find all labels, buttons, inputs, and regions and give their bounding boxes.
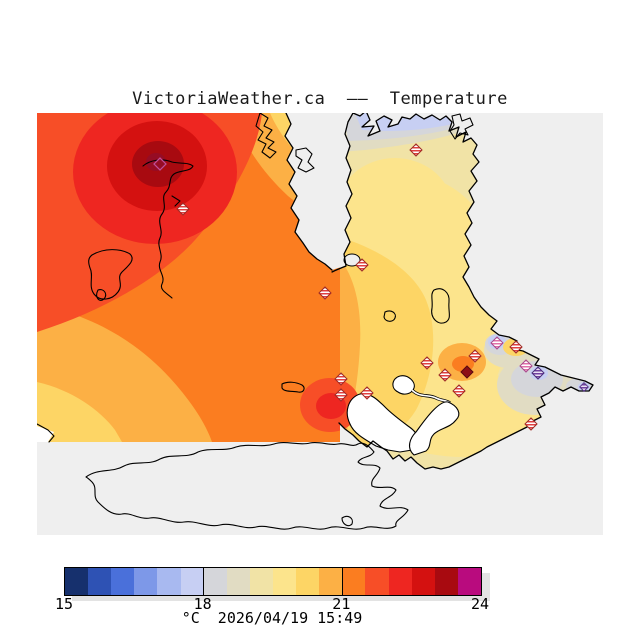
- colorbar-segment: [434, 568, 458, 595]
- station-marker: [519, 359, 533, 373]
- colorbar-segment: [134, 568, 158, 595]
- colorbar-segment: [203, 568, 227, 595]
- colorbar-segment: [226, 568, 250, 595]
- beaver-lake-outline: [383, 310, 396, 322]
- colorbar-tick-label: 15: [54, 595, 74, 613]
- station-marker: [176, 202, 190, 216]
- colorbar-segment: [249, 568, 273, 595]
- station-marker: [409, 143, 423, 157]
- station-marker: [153, 157, 167, 171]
- colorbar: [64, 567, 482, 596]
- station-marker: [460, 365, 474, 379]
- station-marker: [490, 336, 504, 350]
- colorbar-segment: [65, 568, 89, 595]
- gorge-waterway-fill: [411, 389, 451, 404]
- station-marker: [438, 368, 452, 382]
- station-marker: [360, 386, 374, 400]
- fjord-west-coastline: [284, 113, 333, 271]
- station-marker: [509, 340, 523, 354]
- colorbar-shadow: [72, 573, 490, 601]
- temperature-map: [37, 113, 603, 535]
- portage-inlet-water: [392, 375, 415, 395]
- colorbar-segment: [457, 568, 481, 595]
- colorbar-tick-line: [202, 568, 205, 595]
- map-canvas: [37, 113, 594, 530]
- elk-lake-outline: [431, 288, 450, 324]
- colorbar-segment: [411, 568, 435, 595]
- colorbar-segment: [272, 568, 297, 595]
- station-marker: [334, 388, 348, 402]
- colorbar-segment: [342, 568, 366, 595]
- lagoon-water: [37, 426, 54, 442]
- small-island-coastline: [341, 515, 353, 527]
- south-shore-coastline: [85, 442, 409, 530]
- colorbar-segment: [365, 568, 389, 595]
- finlayson-arm-coastline: [142, 159, 194, 299]
- inlet-fork-coastline: [171, 195, 181, 207]
- victoria-harbour-water: [408, 401, 460, 456]
- saanich-inlet-water: [285, 113, 353, 270]
- colorbar-segment: [157, 568, 181, 595]
- station-marker: [318, 286, 332, 300]
- colorbar-segment: [388, 568, 412, 595]
- colorbar-tick-line: [341, 568, 344, 595]
- colorbar-segment: [180, 568, 204, 595]
- station-marker: [579, 382, 589, 392]
- station-markers: [153, 143, 589, 431]
- colorbar-segment: [296, 568, 320, 595]
- lagoon-coastline: [37, 423, 55, 443]
- station-marker: [334, 372, 348, 386]
- colorbar-tick-label: 21: [332, 595, 351, 613]
- islands-fjord-mouth: [255, 113, 315, 173]
- colorbar-tick-label: 24: [470, 595, 490, 613]
- colorbar-segment: [88, 568, 112, 595]
- island-outline-west: [88, 249, 133, 301]
- colorbar-tick-labels: 15 18 21 24: [55, 595, 489, 613]
- station-marker: [452, 384, 466, 398]
- colorbar-footer: °C 2026/04/19 15:49: [181, 609, 363, 627]
- islands-northeast: [449, 113, 474, 140]
- brentwood-bay-water: [343, 253, 361, 267]
- colorbar-segment: [319, 568, 343, 595]
- station-marker: [468, 349, 482, 363]
- colorbar-tick-label: 18: [193, 595, 212, 613]
- map-title: VictoriaWeather.ca —— Temperature: [132, 89, 508, 109]
- station-marker: [524, 417, 538, 431]
- colorbar-segment: [111, 568, 135, 595]
- thetis-lake-outline: [281, 381, 305, 393]
- station-marker: [420, 356, 434, 370]
- station-marker: [355, 258, 369, 272]
- station-marker: [531, 366, 545, 380]
